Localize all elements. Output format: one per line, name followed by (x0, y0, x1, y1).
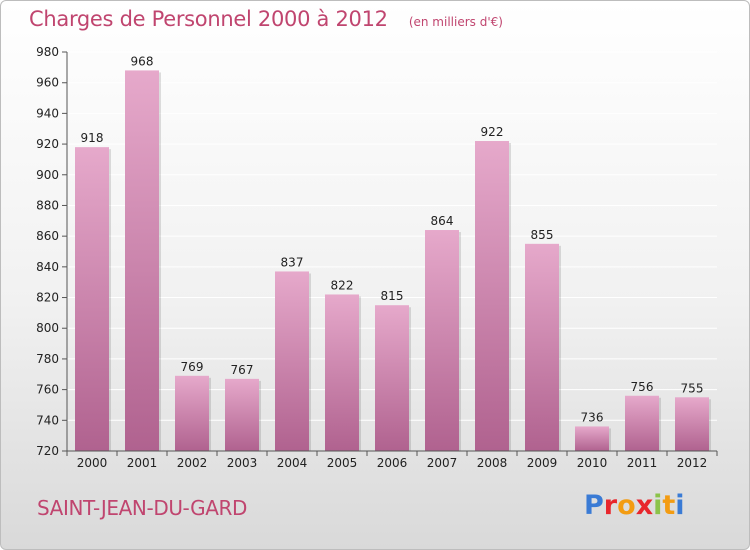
bar-2010 (575, 426, 609, 451)
bar-2008 (475, 141, 509, 451)
x-tick-label: 2005 (327, 456, 358, 470)
bar-2001 (125, 70, 159, 452)
x-tick-label: 2004 (277, 456, 308, 470)
chart-title: Charges de Personnel 2000 à 2012 (29, 7, 388, 31)
y-tick-label: 960 (36, 76, 59, 90)
data-label: 918 (81, 131, 104, 145)
brand-logo-letter: r (603, 490, 618, 521)
y-tick-label: 900 (36, 168, 59, 182)
bar-2006 (375, 305, 409, 451)
x-tick-label: 2009 (527, 456, 558, 470)
x-tick-label: 2012 (677, 456, 708, 470)
bar-2000 (75, 147, 109, 451)
data-label: 769 (181, 360, 204, 374)
y-tick-label: 840 (36, 260, 59, 274)
y-tick-label: 820 (36, 291, 59, 305)
data-label: 767 (231, 363, 254, 377)
y-tick-label: 740 (36, 413, 59, 427)
bar-2012 (675, 397, 709, 451)
x-tick-label: 2011 (627, 456, 658, 470)
brand-logo-letter: i (675, 490, 685, 521)
x-tick-label: 2003 (227, 456, 258, 470)
brand-logo-letter: t (662, 490, 676, 521)
y-tick-label: 780 (36, 352, 59, 366)
commune-name: SAINT-JEAN-DU-GARD (37, 496, 247, 520)
chart-unit-label: (en milliers d'€) (408, 15, 503, 29)
data-label: 968 (131, 54, 154, 68)
x-tick-label: 2007 (427, 456, 458, 470)
data-label: 755 (681, 381, 704, 395)
x-tick-label: 2010 (577, 456, 608, 470)
brand-logo-letter: x (635, 490, 654, 521)
x-tick-label: 2006 (377, 456, 408, 470)
x-tick-label: 2001 (127, 456, 158, 470)
data-label: 736 (581, 410, 604, 424)
bars: 918 968 769 767 837 822 815 864 922 855 736 756 755 (75, 54, 711, 452)
bar-2007 (425, 230, 459, 451)
x-tick-label: 2008 (477, 456, 508, 470)
brand-logo-letter: o (617, 490, 636, 521)
bar-2003 (225, 378, 259, 451)
data-label: 756 (631, 380, 654, 394)
bar-2011 (625, 395, 659, 451)
x-tick-label: 2000 (77, 456, 108, 470)
bar-2004 (275, 271, 309, 451)
bar-2002 (175, 375, 209, 451)
data-label: 837 (281, 255, 304, 269)
brand-logo-letter: i (653, 490, 663, 521)
y-axis: 720 740 760 780 800 820 840 860 880 900 920 940 960 9… (36, 45, 68, 458)
y-tick-label: 800 (36, 321, 59, 335)
x-axis: 2000 2001 2002 2003 2004 2005 2006 2007 2008 2009… (66, 450, 718, 470)
bar-2005 (325, 294, 359, 451)
brand-logo-letter: P (584, 490, 604, 521)
data-label: 922 (481, 125, 504, 139)
y-tick-label: 760 (36, 383, 59, 397)
title-row: Charges de Personnel 2000 à 2012 (en mil… (29, 7, 503, 31)
y-tick-label: 880 (36, 198, 59, 212)
y-tick-label: 980 (36, 45, 59, 59)
y-tick-label: 720 (36, 444, 59, 458)
y-tick-label: 920 (36, 137, 59, 151)
y-tick-label: 860 (36, 229, 59, 243)
data-label: 822 (331, 278, 354, 292)
brand-logo: Proxiti (584, 490, 685, 521)
data-label: 815 (381, 289, 404, 303)
y-tick-label: 940 (36, 106, 59, 120)
x-tick-label: 2002 (177, 456, 208, 470)
data-label: 855 (531, 228, 554, 242)
bar-2009 (525, 243, 559, 451)
data-label: 864 (431, 214, 454, 228)
